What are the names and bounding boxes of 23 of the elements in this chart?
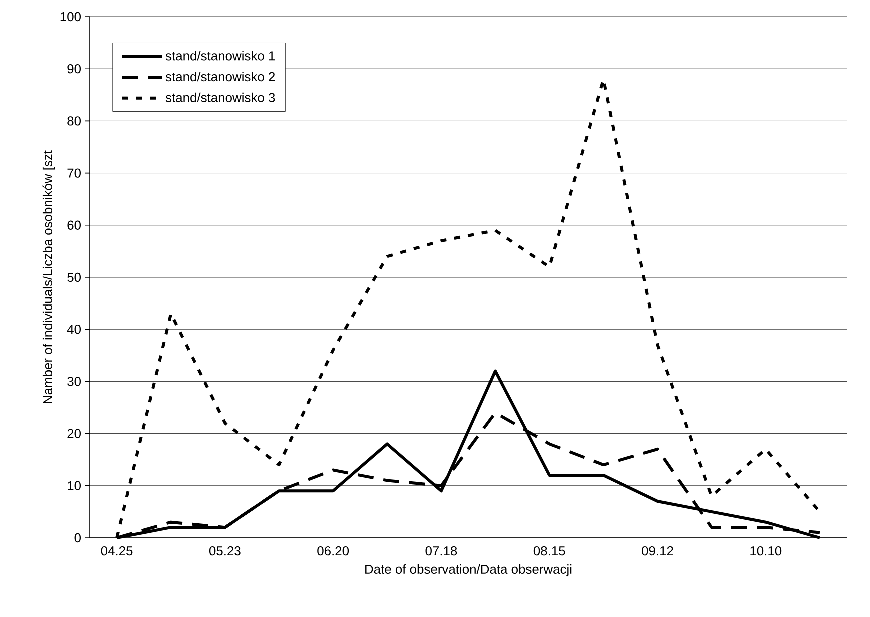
x-tick-label: 08.15 (534, 546, 566, 556)
x-tick-label: 06.20 (318, 546, 350, 556)
y-tick-label: 50 (68, 272, 81, 282)
x-tick-label: 05.23 (209, 546, 241, 556)
y-tick-label: 80 (68, 116, 81, 126)
y-tick-label: 10 (68, 481, 81, 490)
x-tick-label: 10.10 (750, 546, 782, 556)
y-tick-label: 100 (60, 12, 81, 22)
y-tick-label: 70 (68, 168, 81, 178)
x-axis-title: Date of observation/Data obserwacji (366, 564, 572, 577)
x-tick-label: 07.18 (426, 546, 458, 556)
y-tick-label: 20 (68, 429, 81, 438)
y-tick-label: 60 (68, 220, 81, 230)
y-tick-label: 90 (68, 64, 81, 74)
y-tick-label: 30 (68, 377, 81, 386)
x-tick-label: 09.12 (642, 546, 674, 556)
x-tick-label: 04.25 (101, 546, 133, 556)
legend-label: stand/stanowisko 1 (166, 51, 276, 61)
legend-label: stand/stanowisko 3 (166, 92, 276, 102)
legend-label: stand/stanowisko 2 (166, 72, 276, 82)
y-tick-label: 0 (74, 533, 81, 543)
y-axis-title: Namber of individuals/Liczba osobników [szt (42, 150, 56, 404)
y-tick-label: 40 (67, 325, 81, 334)
